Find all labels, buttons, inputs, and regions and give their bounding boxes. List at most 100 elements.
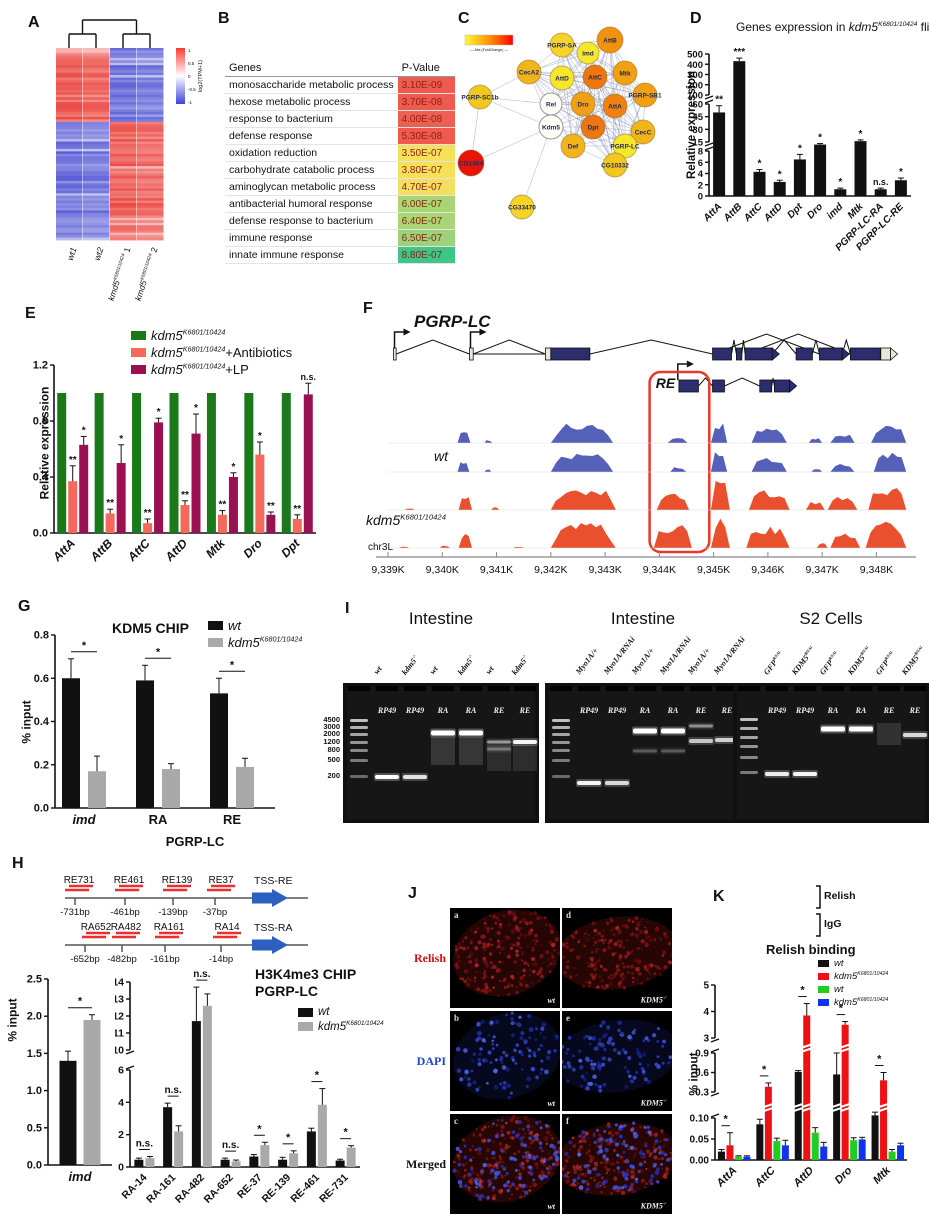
p-value: 6.40E-07: [397, 212, 455, 230]
bar: [88, 771, 106, 808]
svg-text:n.s.: n.s.: [165, 1085, 182, 1096]
coverage-blob: [710, 518, 730, 548]
bar: [897, 1145, 905, 1160]
bar: [116, 463, 126, 533]
network-node: [596, 26, 624, 54]
coverage-blob: [512, 546, 524, 548]
svg-text:4: 4: [703, 1007, 709, 1018]
gel-lane-label: KDM5RNAi: [845, 645, 870, 677]
svg-text:**: **: [69, 455, 77, 466]
in-gel-lane-label: RE: [519, 706, 531, 715]
bar: [834, 189, 847, 196]
coverage-blob: [805, 502, 825, 510]
p-value: 5.30E-08: [397, 127, 455, 145]
network-node: [549, 32, 575, 58]
panel-h-h3k4me3-chip: H RE731 -731bp RE461 -461bp RE139 -139bp RE37 -…: [6, 848, 388, 1229]
bar: [169, 393, 179, 533]
svg-text:AttC: AttC: [752, 1164, 778, 1190]
coverage-blob: [751, 428, 787, 443]
coverage-blob: [550, 423, 614, 443]
svg-text:0: 0: [118, 1162, 124, 1174]
go-term: antibacterial humoral response: [229, 198, 373, 210]
bar: [174, 1131, 184, 1167]
gel-lane-label: Myo1A/+: [629, 646, 656, 676]
svg-text:*: *: [838, 177, 842, 188]
panel-letter-f: F: [363, 300, 373, 317]
svg-text:500: 500: [687, 50, 703, 61]
coverage-blob: [746, 526, 790, 548]
svg-text:60: 60: [692, 100, 703, 111]
coverage-blob: [873, 452, 907, 472]
svg-text:0.0: 0.0: [27, 1160, 42, 1172]
row-label-dapi: DAPI: [416, 1054, 446, 1068]
panel-i-gels: I Intestine RP49 RP49 RA RA RE RE 4500 3000 2000 1…: [315, 595, 929, 845]
exon: [712, 347, 732, 361]
bar: [781, 1145, 789, 1160]
svg-text:**: **: [106, 498, 114, 509]
svg-text:RE: RE: [223, 812, 241, 827]
panel-a-heatmap: A 1 0.5 0 -0.5 -1 log2(TPM+1) wt1 wt2 kmd5K6801…: [18, 6, 223, 302]
track-label-kdm5: kdm5K6801/10424: [366, 512, 446, 528]
panel-letter-a: A: [28, 14, 40, 31]
bar: [874, 189, 887, 196]
svg-text:*: *: [758, 159, 762, 170]
chart: 0.0 0.5 1.0 1.5 2.0 2.5 * imd: [27, 974, 112, 1184]
panel-letter-e: E: [25, 305, 36, 322]
in-gel-lane-label: RA: [827, 706, 839, 715]
network-node-label: AttD: [555, 76, 569, 83]
go-term: oxidation reduction: [229, 147, 318, 159]
exon: [744, 347, 773, 361]
gel-lane-label: wt: [371, 664, 384, 676]
gel-lane-label: Myo1A/+: [685, 646, 712, 676]
legend-item: wt: [818, 984, 888, 995]
coordinate-tick: 9,341K: [480, 564, 513, 576]
bar: [793, 159, 806, 196]
legend-item: wt: [208, 618, 302, 633]
go-term-row: defense response 5.30E-08: [225, 127, 455, 145]
exon: [712, 379, 725, 393]
p-value: 8.80E-07: [397, 246, 455, 264]
coverage-blob: [830, 464, 855, 472]
bar: [850, 1140, 858, 1160]
in-gel-lane-label: RA: [437, 706, 449, 715]
primer-position: -139bp: [158, 907, 188, 918]
svg-text:2: 2: [118, 1129, 124, 1141]
bar: [244, 393, 254, 533]
bar: [210, 693, 228, 808]
exon: [678, 379, 699, 393]
svg-text:imd: imd: [68, 1169, 92, 1184]
gel-lane-label: kdm5-/-: [455, 653, 475, 677]
svg-text:11: 11: [115, 1028, 124, 1040]
network-node-label: AttC: [588, 75, 602, 82]
gel-title: Intestine: [408, 609, 474, 628]
bar: [743, 1156, 751, 1160]
network-node-label: CecC: [635, 130, 652, 137]
chart-title: Relish binding: [766, 942, 856, 957]
svg-text:*: *: [257, 1123, 262, 1135]
genotype-label: KDM5-/-: [640, 1201, 667, 1211]
bar: [68, 481, 78, 533]
re-isoform-label: RE: [656, 375, 676, 391]
legend-item: kdm5K6801/10424+LP: [131, 362, 292, 377]
in-gel-lane-label: RP49: [767, 706, 786, 715]
network-node: [602, 93, 628, 119]
gel-lane-label: wt: [427, 664, 440, 676]
svg-text:RA-161: RA-161: [144, 1172, 178, 1206]
bar: [260, 1145, 270, 1167]
svg-text:200: 200: [687, 80, 703, 91]
svg-text:RA-652: RA-652: [202, 1172, 236, 1206]
svg-text:0.5: 0.5: [188, 61, 195, 66]
network-node: [580, 114, 606, 140]
coordinate-tick: 9,342K: [534, 564, 567, 576]
svg-text:14: 14: [115, 977, 124, 989]
bar: [811, 1132, 819, 1160]
svg-text:0.0: 0.0: [34, 803, 49, 815]
primer-label: RE139: [162, 875, 193, 886]
chromosome-label: chr3L: [368, 542, 394, 553]
in-gel-lane-label: RA: [855, 706, 867, 715]
in-gel-lane-label: RA: [667, 706, 679, 715]
primer-label: RE731: [64, 875, 95, 886]
bar: [206, 393, 216, 533]
primer-label: RA482: [111, 922, 142, 933]
panel-letter-i: I: [345, 600, 350, 617]
